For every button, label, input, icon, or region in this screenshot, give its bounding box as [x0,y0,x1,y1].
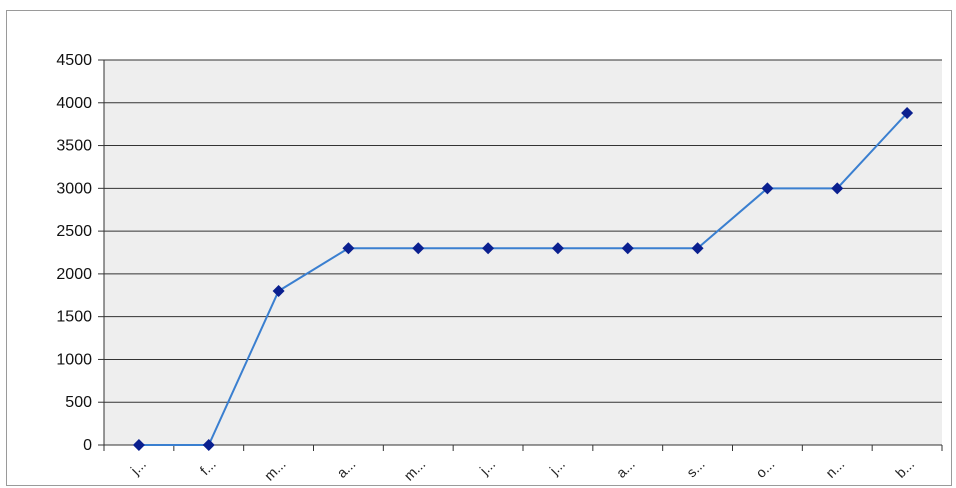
y-tick-label: 3500 [56,138,92,155]
x-tick-label: a... [333,456,358,481]
x-tick-label: m... [401,456,429,484]
data-point [132,439,145,451]
data-point [202,439,215,451]
plot-area [104,60,942,445]
y-tick-label: 3000 [56,180,92,197]
y-tick-label: 2000 [56,266,92,283]
data-point [482,242,495,255]
data-point [621,242,634,255]
x-tick-label: s... [683,456,708,481]
y-tick-label: 4000 [56,95,92,112]
x-tick-label: j... [127,456,149,478]
y-tick-label: 4500 [56,52,92,69]
y-tick-label: 0 [83,437,92,454]
data-point [761,182,774,195]
data-point [901,107,914,120]
y-tick-label: 500 [65,394,92,411]
x-tick-label: j... [476,456,498,478]
y-tick-label: 1000 [56,351,92,368]
y-axis: 0 500 1000 1500 2000 2500 3000 3500 4000 4500 [56,52,105,454]
x-axis: j... f... m... a... m... j... j... a... s... o...… [103,444,943,484]
x-tick-label: f... [197,456,219,478]
y-tick-label: 1500 [56,309,92,326]
data-point [272,285,285,297]
series-group [132,107,914,451]
x-tick-label: b... [892,456,917,481]
x-tick-label: a... [613,456,638,481]
data-point [691,242,704,255]
x-tick-label: j... [546,456,568,478]
data-point [551,242,564,255]
series-line [138,112,908,446]
x-tick-label: n... [822,456,847,481]
x-tick-label: m... [261,456,289,484]
data-point [831,182,844,195]
y-tick-label: 2500 [56,223,92,240]
data-point [412,242,425,255]
x-tick-label: o... [752,456,777,481]
data-point [342,242,355,255]
